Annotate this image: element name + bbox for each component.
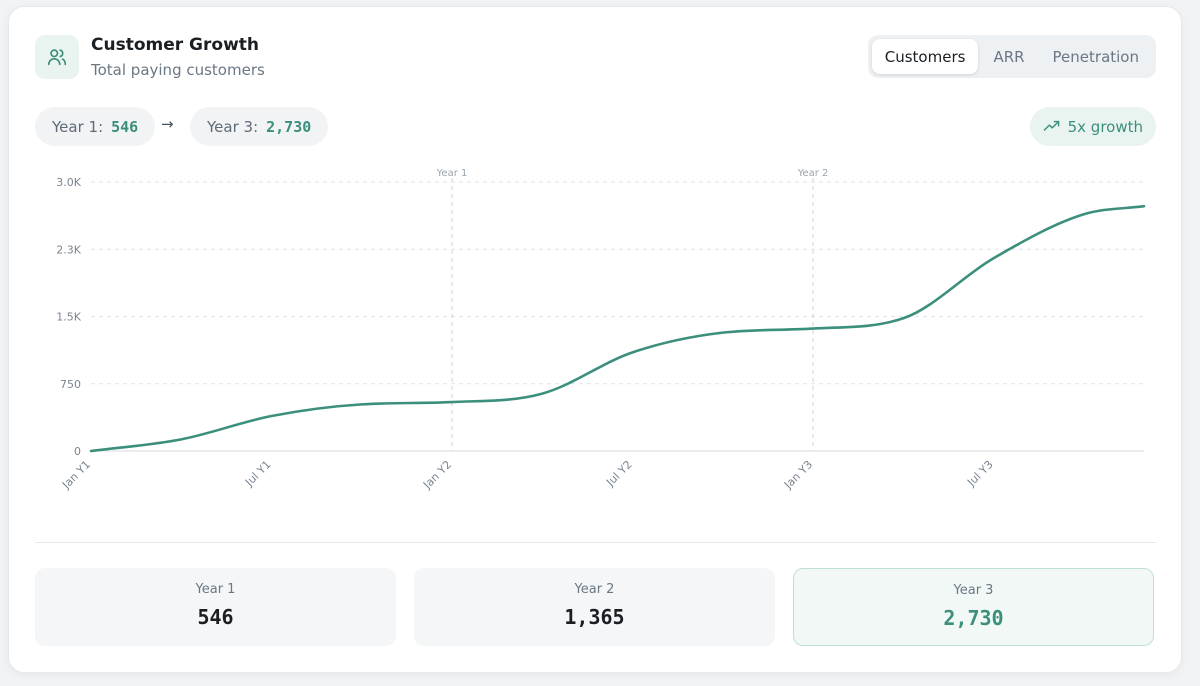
stat-card-year1: Year 1 546: [35, 568, 396, 646]
stat-card-year2: Year 2 1,365: [414, 568, 775, 646]
card-subtitle: Total paying customers: [91, 61, 265, 79]
x-tick-label: Jan Y3: [781, 458, 815, 492]
card-title: Customer Growth: [91, 35, 259, 55]
stat-label: Year 3: [953, 583, 994, 598]
x-tick-label: Jul Y2: [603, 458, 634, 489]
reference-line-label: Year 2: [797, 168, 829, 179]
year1-summary-pill: Year 1: 546: [35, 107, 156, 146]
tab-customers[interactable]: Customers: [871, 39, 979, 74]
stat-value: 2,730: [943, 606, 1004, 630]
users-icon: [35, 35, 79, 79]
stat-value: 1,365: [564, 605, 625, 629]
year1-summary-label: Year 1:: [52, 117, 104, 136]
customer-growth-card: Customer Growth Total paying customers C…: [8, 6, 1182, 673]
stat-card-year3: Year 3 2,730: [793, 568, 1154, 646]
y-tick-label: 750: [60, 378, 81, 391]
divider: [35, 542, 1156, 543]
stat-label: Year 1: [195, 582, 236, 597]
year3-summary-label: Year 3:: [207, 117, 259, 136]
stat-label: Year 2: [574, 582, 615, 597]
x-tick-label: Jan Y2: [420, 458, 454, 492]
growth-label: 5x growth: [1067, 117, 1143, 136]
y-tick-label: 0: [74, 445, 81, 458]
growth-badge: 5x growth: [1029, 107, 1156, 146]
reference-line-label: Year 1: [436, 168, 468, 179]
x-tick-label: Jan Y1: [59, 458, 93, 492]
tab-arr[interactable]: ARR: [993, 47, 1025, 66]
x-tick-label: Jul Y3: [964, 458, 995, 489]
year3-summary-value: 2,730: [266, 117, 312, 136]
customer-growth-chart: 0 750 1.5K 2.3K 3.0K Year 1 Year 2 Jan Y1 Jul Y1…: [56, 168, 1146, 492]
metric-tabs: Customers ARR Penetration: [867, 35, 1156, 78]
arrow-right-icon: →: [161, 115, 174, 133]
tab-penetration[interactable]: Penetration: [1052, 47, 1139, 66]
x-tick-label: Jul Y1: [242, 458, 273, 489]
year1-summary-value: 546: [111, 117, 139, 136]
trending-up-icon: [1043, 120, 1059, 131]
year3-summary-pill: Year 3: 2,730: [190, 107, 329, 146]
y-tick-label: 3.0K: [56, 176, 81, 189]
y-tick-label: 1.5K: [56, 311, 81, 324]
customers-series-line: [89, 204, 1146, 453]
stat-value: 546: [197, 605, 234, 629]
y-tick-label: 2.3K: [56, 243, 81, 256]
